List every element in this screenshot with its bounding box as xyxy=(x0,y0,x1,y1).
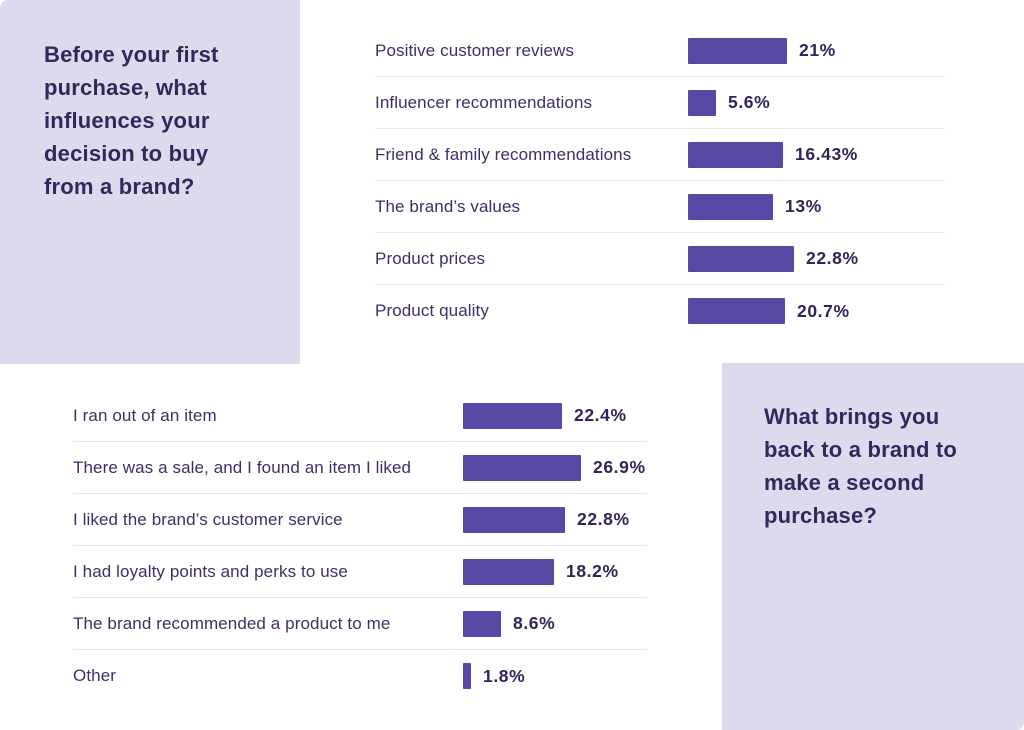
value-label: 1.8% xyxy=(483,665,526,686)
chart-row: I had loyalty points and perks to use 18.… xyxy=(73,546,647,598)
chart-row: There was a sale, and I found an item I … xyxy=(73,442,647,494)
category-label: Positive customer reviews xyxy=(375,40,575,60)
chart-row: I liked the brand’s customer service 22.8… xyxy=(73,494,647,546)
value-label: 16.43% xyxy=(795,144,858,164)
value-label: 22.8% xyxy=(577,509,630,529)
category-label: I liked the brand’s customer service xyxy=(73,509,343,529)
bar xyxy=(463,506,565,533)
question-first-purchase-line: Before your first xyxy=(44,42,219,67)
question-first-purchase-line: decision to buy xyxy=(44,141,209,166)
bar xyxy=(463,454,581,481)
question-text-second-purchase: What brings you back to a brand to make a … xyxy=(722,363,1024,532)
question-text-first-purchase: Before your first purchase, what influence… xyxy=(0,0,300,203)
value-label: 26.9% xyxy=(593,457,646,477)
value-label: 22.4% xyxy=(574,405,627,425)
category-label: I ran out of an item xyxy=(73,405,217,425)
chart-row: The brand recommended a product to me 8.6… xyxy=(73,598,647,650)
value-label: 22.8% xyxy=(806,248,859,268)
value-label: 21% xyxy=(799,40,836,60)
category-label: Other xyxy=(73,666,117,685)
question-second-purchase-line: What brings you xyxy=(764,404,940,429)
chart-row: Positive customer reviews 21% xyxy=(375,25,945,77)
question-second-purchase-line: back to a brand to xyxy=(764,437,958,462)
chart-row: Product quality 20.7% xyxy=(375,285,945,337)
question-first-purchase-line: purchase, what xyxy=(44,75,207,100)
chart-row: The brand’s values 13% xyxy=(375,181,945,233)
bar xyxy=(463,558,554,585)
bar xyxy=(688,37,787,64)
question-panel-second-purchase: What brings you back to a brand to make a … xyxy=(722,363,1024,730)
bar xyxy=(463,610,501,637)
chart-row: Other 1.8% xyxy=(73,650,647,702)
bar xyxy=(688,141,783,168)
question-panel-first-purchase: Before your first purchase, what influence… xyxy=(0,0,300,364)
category-label: Product quality xyxy=(375,301,489,320)
value-label: 13% xyxy=(785,196,822,216)
category-label: Influencer recommendations xyxy=(375,92,593,112)
bar xyxy=(688,245,794,272)
bar xyxy=(463,402,562,429)
bar xyxy=(688,89,716,116)
chart-pre-purchase-influences: Positive customer reviews 21% Influencer r… xyxy=(300,0,1024,364)
category-label: Friend & family recommendations xyxy=(375,144,632,164)
chart-row: I ran out of an item 22.4% xyxy=(73,390,647,442)
bar xyxy=(463,663,471,689)
category-label: The brand’s values xyxy=(375,196,521,216)
chart-row: Friend & family recommendations 16.43% xyxy=(375,129,945,181)
value-label: 20.7% xyxy=(797,300,850,321)
value-label: 5.6% xyxy=(728,92,771,112)
question-first-purchase-line: influences your xyxy=(44,108,210,133)
category-label: I had loyalty points and perks to use xyxy=(73,561,348,581)
category-label: Product prices xyxy=(375,248,486,268)
category-label: The brand recommended a product to me xyxy=(73,613,391,633)
value-label: 18.2% xyxy=(566,561,619,581)
bar xyxy=(688,298,785,324)
chart-row: Product prices 22.8% xyxy=(375,233,945,285)
category-label: There was a sale, and I found an item I … xyxy=(73,457,412,477)
question-second-purchase-line: make a second xyxy=(764,470,925,495)
value-label: 8.6% xyxy=(513,613,556,633)
chart-row: Influencer recommendations 5.6% xyxy=(375,77,945,129)
chart-repeat-purchase-drivers: I ran out of an item 22.4% There was a sal… xyxy=(0,364,722,730)
question-first-purchase-line: from a brand? xyxy=(44,174,195,199)
bar xyxy=(688,193,773,220)
question-second-purchase-line: purchase? xyxy=(764,503,878,528)
